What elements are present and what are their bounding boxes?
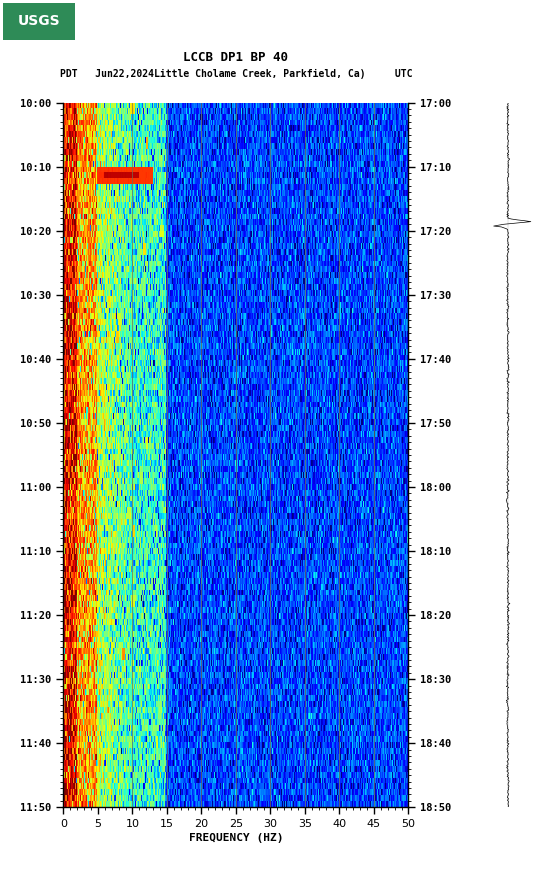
Text: PDT   Jun22,2024Little Cholame Creek, Parkfield, Ca)     UTC: PDT Jun22,2024Little Cholame Creek, Park… — [60, 69, 412, 79]
X-axis label: FREQUENCY (HZ): FREQUENCY (HZ) — [189, 833, 283, 843]
Text: USGS: USGS — [17, 14, 60, 29]
Text: LCCB DP1 BP 40: LCCB DP1 BP 40 — [183, 52, 289, 64]
